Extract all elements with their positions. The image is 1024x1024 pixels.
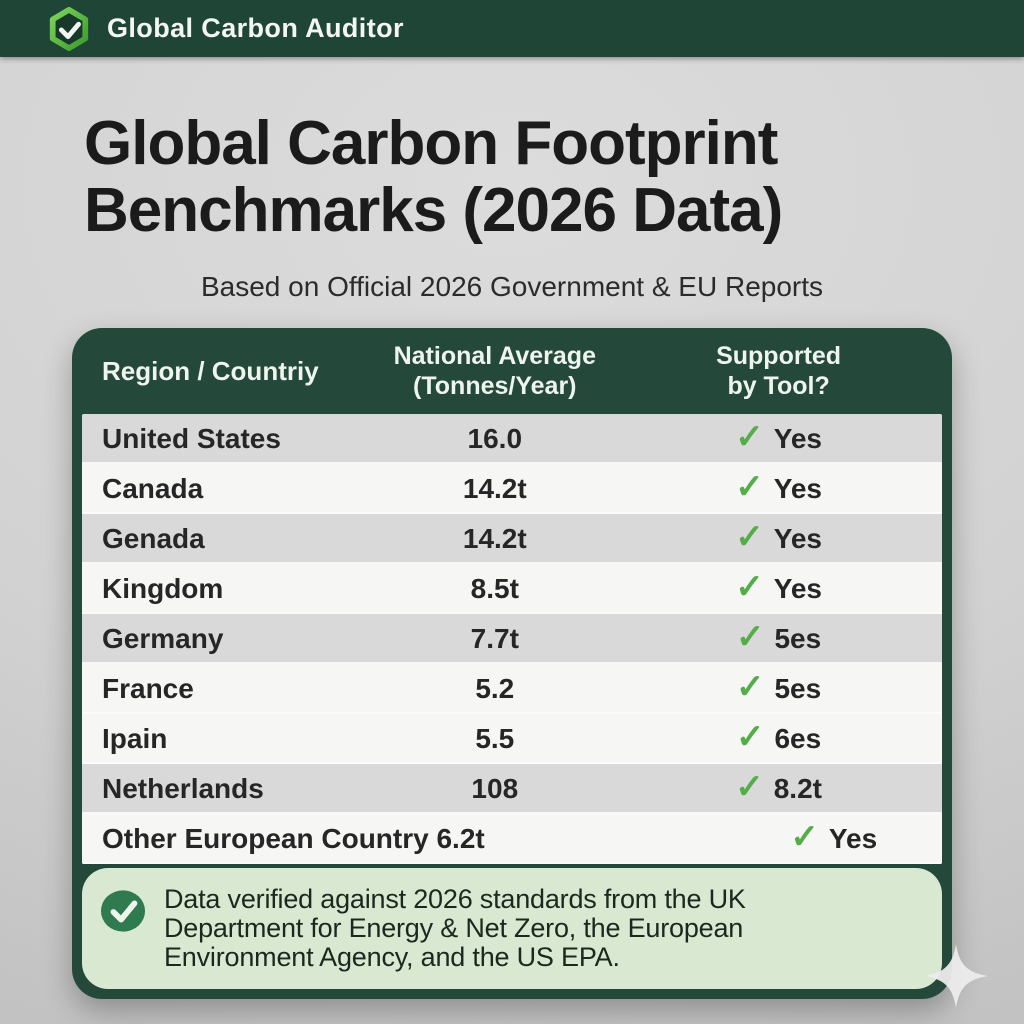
column-header-supported: Supported by Tool?	[615, 341, 942, 401]
value-cell: 108	[471, 773, 519, 804]
supported-label: 6es	[774, 723, 822, 754]
app-logo-icon	[49, 6, 89, 51]
table-row-united-states: United States 16.0 ✓ Yes	[82, 414, 942, 464]
supported-label: 5es	[774, 623, 822, 654]
region-cell: Canada	[102, 473, 204, 504]
supported-cell: ✓ 8.2t	[615, 768, 942, 806]
region-cell: France	[102, 673, 194, 704]
supported-cell: ✓ Yes	[615, 418, 942, 456]
region-cell: United States	[102, 423, 281, 454]
region-cell: Kingdom	[102, 573, 224, 604]
supported-label: Yes	[828, 823, 878, 854]
value-cell: 5.5	[475, 723, 515, 754]
supported-label: 8.2t	[773, 773, 822, 804]
check-icon: ✓	[735, 468, 764, 506]
check-icon: ✓	[735, 618, 765, 656]
check-icon: ✓	[735, 518, 764, 556]
column-header-average-line1: National Average	[393, 342, 596, 370]
verification-note: Data verified against 2026 standards fro…	[82, 868, 942, 989]
region-cell: Germany	[102, 623, 224, 654]
supported-label: Yes	[773, 573, 822, 604]
check-icon: ✓	[735, 768, 764, 806]
app-header: Global Carbon Auditor	[0, 0, 1024, 57]
value-cell: 7.7t	[470, 623, 519, 654]
table-row-germany: Germany 7.7t ✓ 5es	[82, 614, 942, 664]
value-cell: 8.5t	[470, 573, 519, 604]
supported-cell: ✓ 5es	[615, 618, 942, 656]
page-title: Global Carbon Footprint Benchmarks (2026…	[0, 110, 1024, 244]
column-header-supported-line2: by Tool?	[727, 372, 830, 400]
supported-cell: ✓ Yes	[615, 468, 942, 506]
verification-note-text: Data verified against 2026 standards fro…	[164, 884, 746, 972]
table-header-row: Region / Countriy National Average (Tonn…	[82, 328, 942, 414]
value-cell: 16.0	[467, 423, 523, 454]
table-row-france: France 5.2 ✓ 5es	[82, 664, 942, 714]
supported-cell: ✓ Yes	[615, 568, 942, 606]
sparkle-icon	[924, 944, 988, 1008]
page-title-line2: Benchmarks (2026 Data)	[84, 176, 783, 245]
check-icon: ✓	[790, 818, 819, 856]
value-cell: 14.2t	[462, 523, 527, 554]
benchmark-table-card: Region / Countriy National Average (Tonn…	[72, 328, 952, 999]
app-title: Global Carbon Auditor	[107, 13, 404, 43]
page-subtitle: Based on Official 2026 Government & EU R…	[200, 271, 824, 302]
supported-label: Yes	[773, 473, 822, 504]
check-icon: ✓	[735, 568, 764, 606]
supported-cell: ✓ Yes	[726, 818, 942, 856]
supported-cell: ✓ 6es	[615, 718, 942, 756]
column-header-region: Region / Countriy	[102, 355, 319, 386]
check-icon: ✓	[735, 668, 765, 706]
column-header-average-line2: (Tonnes/Year)	[413, 372, 577, 400]
region-cell: Ipain	[102, 723, 168, 754]
supported-cell: ✓ Yes	[615, 518, 942, 556]
table-row-netherlands: Netherlands 108 ✓ 8.2t	[82, 764, 942, 814]
column-header-supported-line1: Supported	[716, 342, 842, 370]
page-title-line1: Global Carbon Footprint	[84, 109, 778, 178]
region-cell: Other European Country 6.2t	[102, 823, 485, 854]
table-row-canada: Canada 14.2t ✓ Yes	[82, 464, 942, 514]
table-row-ipain: Ipain 5.5 ✓ 6es	[82, 714, 942, 764]
region-cell: Netherlands	[102, 773, 264, 804]
column-header-national-average: National Average (Tonnes/Year)	[374, 341, 615, 401]
table-row-kingdom: Kingdom 8.5t ✓ Yes	[82, 564, 942, 614]
supported-label: Yes	[773, 523, 822, 554]
supported-cell: ✓ 5es	[615, 668, 942, 706]
supported-label: Yes	[773, 423, 822, 454]
verified-check-icon	[100, 890, 146, 932]
table-body: United States 16.0 ✓ Yes Canada 14.2t ✓ …	[82, 414, 942, 864]
table-row-other-european: Other European Country 6.2t ✓ Yes	[82, 814, 942, 864]
value-cell: 14.2t	[462, 473, 527, 504]
region-cell: Genada	[102, 523, 205, 554]
value-cell: 5.2	[475, 673, 515, 704]
supported-label: 5es	[774, 673, 822, 704]
check-icon: ✓	[735, 718, 765, 756]
table-row-genada: Genada 14.2t ✓ Yes	[82, 514, 942, 564]
check-icon: ✓	[735, 418, 764, 456]
